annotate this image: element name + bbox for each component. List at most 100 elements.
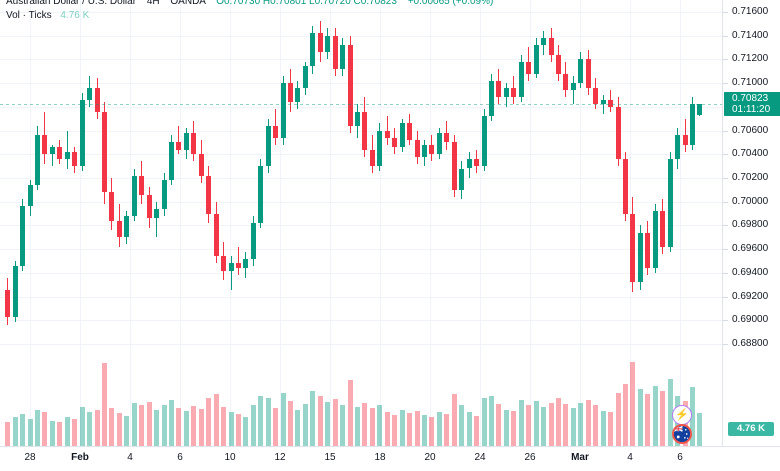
candle-body [362, 111, 367, 150]
volume-bar [690, 387, 695, 446]
candle-body [139, 175, 144, 195]
bar-countdown: 01:11:20 [732, 104, 771, 116]
candle-body [683, 135, 688, 145]
grid-line-vertical [380, 0, 381, 446]
candle-body [444, 132, 449, 143]
australia-flag-icon [674, 426, 690, 442]
grid-line-vertical [430, 0, 431, 446]
candle-body [87, 87, 92, 100]
candle-body [229, 263, 234, 271]
candle-body [221, 256, 226, 271]
volume-bar [474, 415, 479, 446]
data-source-label[interactable]: OANDA [170, 0, 206, 7]
volume-bar [511, 411, 516, 446]
volume-bar [608, 412, 613, 446]
price-axis-tick-dash [723, 83, 728, 85]
volume-bar [668, 378, 673, 446]
volume-bar [549, 402, 554, 446]
candle-body [623, 159, 628, 214]
price-change: +0.00065 (+0.09%) [407, 0, 494, 7]
time-axis[interactable]: 28 Feb 4 6 10 12 15 18 20 24 26 Mar 4 6 [0, 446, 780, 471]
candle-body [109, 192, 114, 221]
volume-bar [288, 401, 293, 446]
price-axis-tick-dash [723, 59, 728, 61]
candle-body [630, 213, 635, 283]
price-axis-tick-dash [723, 320, 728, 322]
volume-bar [206, 398, 211, 446]
candle-body [549, 37, 554, 55]
volume-bar [645, 394, 650, 446]
volume-bar [132, 403, 137, 446]
volume-bar [400, 410, 405, 446]
price-line-layer [0, 104, 722, 106]
grid-line-vertical [30, 0, 31, 446]
candle-body [355, 111, 360, 126]
last-price-line [0, 104, 722, 106]
price-axis[interactable]: 0.70823 01:11:20 4.76 K 0.71600 0.71400 0.… [722, 0, 780, 446]
candle-body [303, 66, 308, 88]
interval-label[interactable]: 4H [146, 0, 160, 7]
candle-body [214, 213, 219, 257]
price-axis-tick-dash [723, 154, 728, 156]
candle-body [578, 59, 583, 84]
volume-bar [437, 412, 442, 446]
volume-bar [392, 414, 397, 446]
candle-body [35, 135, 40, 186]
candle-wick [52, 144, 53, 167]
volume-bar [429, 416, 434, 446]
volume-bar [42, 412, 47, 446]
volume-bar [630, 362, 635, 446]
candle-body [511, 87, 516, 98]
chart-plot-area[interactable] [0, 0, 722, 446]
candle-body [266, 125, 271, 167]
candle-body [616, 106, 621, 159]
volume-bar [199, 408, 204, 446]
price-axis-tick-dash [723, 344, 728, 346]
candle-body [653, 211, 658, 269]
volume-bar [340, 404, 345, 446]
volume-bar [95, 409, 100, 446]
grid-line-horizontal [0, 83, 722, 85]
volume-bar [482, 398, 487, 446]
candle-body [400, 123, 405, 148]
time-axis-tick: 12 [274, 452, 286, 463]
volume-bar [124, 415, 129, 446]
candle-body [348, 45, 353, 126]
candle-body [459, 168, 464, 190]
grid-line-horizontal [0, 11, 722, 13]
volume-bar [109, 408, 114, 446]
volume-bar [504, 409, 509, 446]
volume-bar [57, 422, 62, 446]
volume-indicator-label[interactable]: Vol · Ticks [6, 10, 52, 21]
grid-line-vertical [80, 0, 81, 446]
candle-body [608, 99, 613, 107]
time-axis-tick: 10 [224, 452, 236, 463]
volume-bar [348, 380, 353, 446]
volume-bar [593, 405, 598, 446]
volume-bar [80, 406, 85, 446]
grid-line-horizontal [0, 59, 722, 61]
grid-line-horizontal [0, 201, 722, 203]
price-axis-tick-dash [723, 130, 728, 132]
volume-pane [5, 362, 702, 446]
candle-body [13, 265, 18, 317]
candle-body [593, 87, 598, 105]
candle-body [132, 175, 137, 216]
price-axis-tick: 0.69400 [732, 266, 769, 278]
grid-line-horizontal [0, 344, 722, 346]
candle-body [169, 142, 174, 181]
price-axis-tick-dash [723, 249, 728, 251]
australia-flag-badge[interactable] [672, 424, 692, 444]
candle-body [660, 211, 665, 247]
candle-body [176, 142, 181, 150]
symbol-name[interactable]: Australian Dollar / U.S. Dollar [6, 0, 137, 7]
candle-body [474, 159, 479, 167]
volume-bar [571, 408, 576, 446]
grid-line-vertical [280, 0, 281, 446]
volume-bar [154, 409, 159, 446]
alert-badge[interactable]: ⚡ [672, 405, 692, 425]
candle-body [154, 208, 159, 219]
grid-line-vertical [330, 0, 331, 446]
volume-bar [616, 392, 621, 446]
